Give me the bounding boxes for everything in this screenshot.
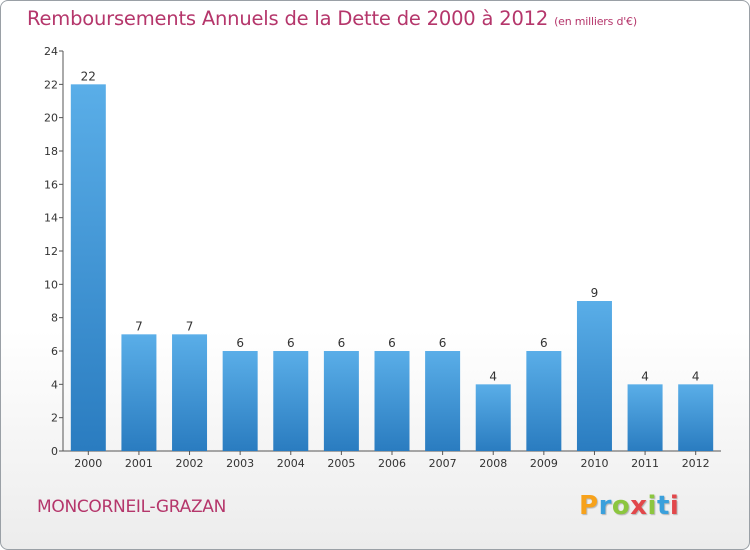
bar-value-label: 9 [591,286,599,300]
x-tick-label: 2002 [176,457,204,470]
bar [222,351,258,451]
y-tick-label: 0 [51,445,58,458]
chart-title: Remboursements Annuels de la Dette de 20… [27,7,637,30]
y-tick-label: 18 [44,145,58,158]
bar-value-label: 4 [692,369,700,383]
bar-value-label: 22 [81,69,96,83]
bar-value-label: 6 [236,336,244,350]
x-tick-label: 2004 [277,457,305,470]
bar [678,384,714,451]
y-tick-label: 20 [44,112,58,125]
logo-letter: o [611,491,631,521]
y-tick-label: 10 [44,278,58,291]
bar-value-label: 6 [287,336,295,350]
x-tick-label: 2001 [125,457,153,470]
bar-value-label: 7 [186,319,194,333]
logo-letter: t [656,491,670,521]
y-tick-label: 12 [44,245,58,258]
bar [475,384,511,451]
bar [273,351,309,451]
bar [576,301,612,451]
bar [323,351,359,451]
logo-letter: i [647,491,657,521]
x-tick-label: 2003 [226,457,254,470]
bar-value-label: 4 [641,369,649,383]
y-tick-label: 16 [44,178,58,191]
x-tick-label: 2005 [327,457,355,470]
bar [425,351,461,451]
x-tick-label: 2012 [682,457,710,470]
chart-labels: 2000 22 2001 7 2002 7 2003 6 2004 6 2005 6 2006 6 2007… [74,69,709,470]
y-tick-label: 2 [51,412,58,425]
bar [172,334,208,451]
x-tick-label: 2010 [580,457,608,470]
bar-value-label: 6 [540,336,548,350]
logo-letter: x [630,491,648,521]
y-tick-label: 8 [51,312,58,325]
x-tick-label: 2007 [429,457,457,470]
chart-bars [70,84,714,451]
y-tick-label: 14 [44,212,58,225]
bar [526,351,562,451]
y-tick-label: 4 [51,378,58,391]
chart-subtitle: (en milliers d'€) [554,15,637,28]
bar-value-label: 7 [135,319,143,333]
y-tick-label: 22 [44,78,58,91]
proxiti-logo[interactable]: Proxiti [579,491,679,521]
bar-value-label: 4 [489,369,497,383]
bar-value-label: 6 [388,336,396,350]
bar [627,384,663,451]
chart-title-text: Remboursements Annuels de la Dette de 20… [27,7,549,30]
logo-letter: i [669,491,680,521]
y-tick-label: 24 [44,45,58,58]
x-tick-label: 2011 [631,457,659,470]
logo-letter: r [598,491,612,521]
x-tick-label: 2008 [479,457,507,470]
bar [70,84,106,451]
logo-letter: P [579,491,599,521]
bar [121,334,157,451]
bar [374,351,410,451]
y-tick-label: 6 [51,345,58,358]
bar-value-label: 6 [439,336,447,350]
town-name: MONCORNEIL-GRAZAN [37,497,227,517]
x-tick-label: 2009 [530,457,558,470]
x-tick-label: 2006 [378,457,406,470]
x-tick-label: 2000 [74,457,102,470]
bar-value-label: 6 [338,336,346,350]
